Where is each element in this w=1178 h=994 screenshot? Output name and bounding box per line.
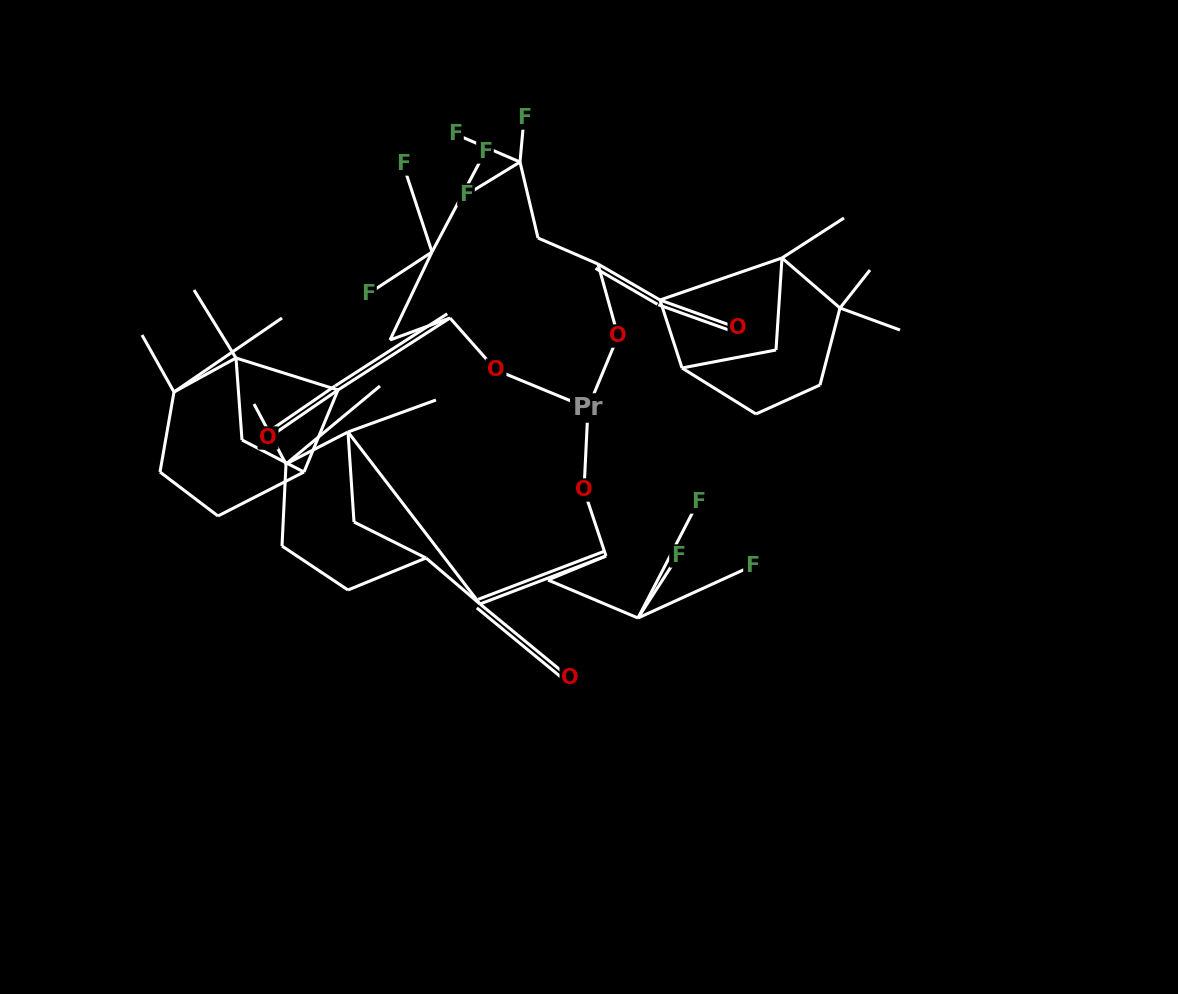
- Text: F: F: [517, 108, 531, 128]
- Text: O: O: [561, 668, 578, 688]
- Text: F: F: [690, 492, 706, 512]
- Text: Pr: Pr: [573, 396, 603, 420]
- Text: F: F: [396, 154, 410, 174]
- Text: F: F: [671, 546, 686, 566]
- Text: F: F: [478, 142, 492, 162]
- Text: F: F: [360, 284, 375, 304]
- Text: O: O: [488, 360, 505, 380]
- Text: F: F: [448, 124, 462, 144]
- Text: O: O: [729, 318, 747, 338]
- Text: O: O: [609, 326, 627, 346]
- Text: F: F: [459, 185, 474, 205]
- Text: F: F: [744, 556, 759, 576]
- Text: Pr: Pr: [573, 396, 603, 420]
- Text: O: O: [575, 480, 593, 500]
- Text: O: O: [259, 428, 277, 448]
